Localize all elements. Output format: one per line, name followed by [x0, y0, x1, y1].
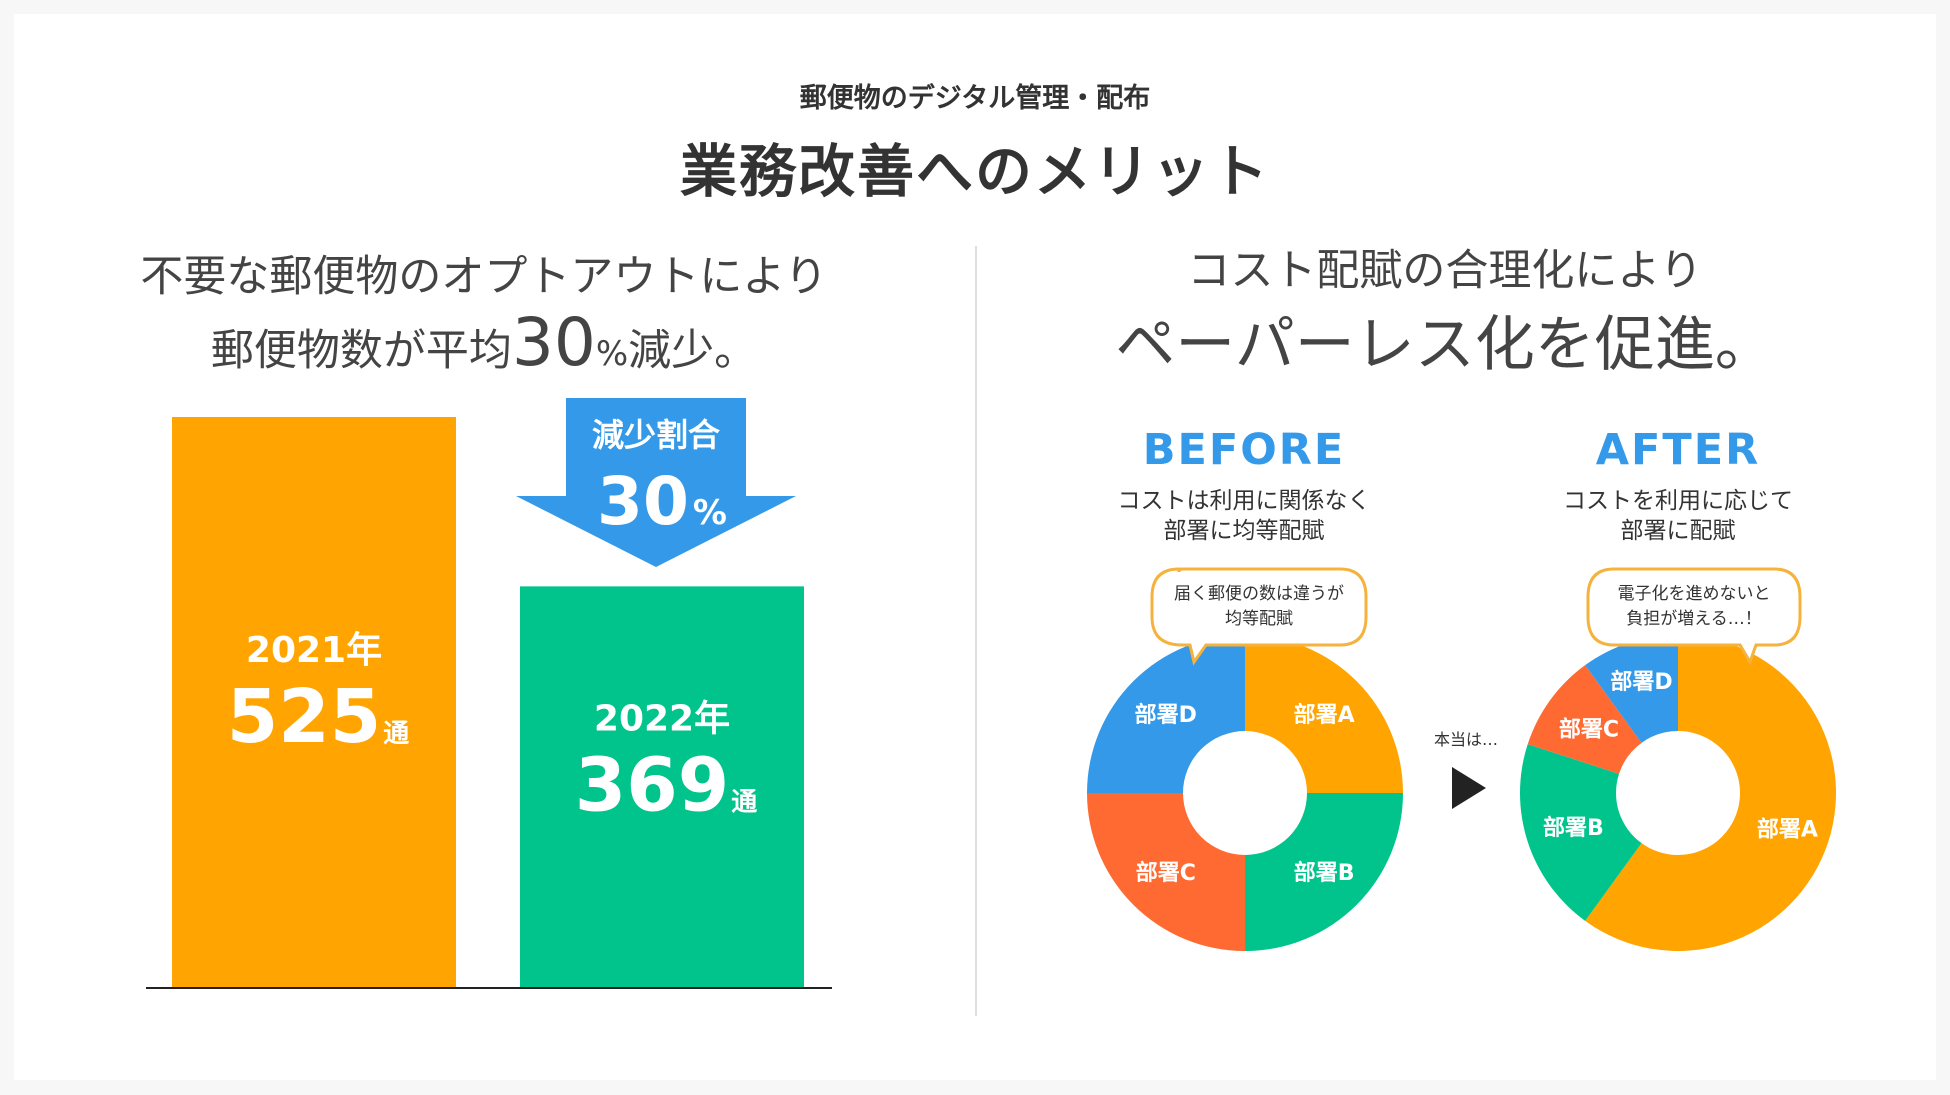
- right-headline-line2: ペーパーレス化を促進。: [1115, 310, 1775, 380]
- donut-slice-label: 部署B: [1543, 815, 1604, 841]
- subtitle: 郵便物のデジタル管理・配布: [799, 83, 1151, 114]
- before-bubble: 届く郵便の数は違うが 均等配賦: [1150, 567, 1368, 666]
- left-headline-number: 30: [511, 304, 596, 381]
- after-bubble: 電子化を進めないと 負担が増える…！: [1586, 567, 1802, 666]
- donut-slice-4: [1087, 635, 1245, 793]
- middle-label: 本当は…: [1434, 730, 1498, 749]
- donut-slice-label: 部署D: [1135, 702, 1197, 728]
- page-title: 業務改善へのメリット: [680, 139, 1270, 205]
- left-headline-prefix: 郵便物数が平均: [210, 326, 512, 376]
- donut-slice-4: [1585, 635, 1678, 743]
- bar-value-label: 369通: [575, 743, 757, 829]
- arrow-value: 30: [597, 463, 689, 540]
- reduction-arrow: 減少割合 30%: [516, 398, 796, 567]
- left-headline-line2: 郵便物数が平均30%減少。: [14, 304, 954, 381]
- bar-category-label: 2022年: [594, 699, 730, 740]
- bar-2: [520, 586, 804, 987]
- donut-slice-1: [1245, 635, 1403, 793]
- donut-slice-3: [1087, 793, 1245, 951]
- after-desc-line2: 部署に配賦: [1621, 518, 1736, 544]
- donut-before: 部署A 部署B 部署C 部署D: [1087, 635, 1403, 951]
- before-bubble-line1: 届く郵便の数は違うが: [1174, 584, 1344, 604]
- before-desc-line2: 部署に均等配賦: [1164, 518, 1325, 544]
- divider: [975, 246, 977, 1016]
- donut-slice-3: [1527, 665, 1642, 774]
- arrow-value-group: 30%: [597, 463, 727, 540]
- left-headline-line1: 不要な郵便物のオプトアウトにより: [140, 252, 828, 302]
- arrow-label: 減少割合: [592, 416, 720, 454]
- before-desc-line1: コストは利用に関係なく: [1118, 488, 1371, 514]
- donut-slice-1: [1585, 635, 1836, 951]
- bar-value: 369: [575, 743, 729, 829]
- donut-slice-2: [1519, 744, 1642, 921]
- left-headline-suffix: 減少。: [628, 326, 758, 376]
- arrow-down-icon: [516, 398, 796, 567]
- donut-slice-label: 部署C: [1136, 860, 1196, 886]
- donut-slice-label: 部署D: [1610, 669, 1672, 695]
- right-headline-line1: コスト配賦の合理化により: [1187, 246, 1703, 296]
- bar-unit: 通: [383, 719, 409, 749]
- play-arrow-icon: [1452, 767, 1486, 809]
- arrow-unit: %: [693, 493, 727, 533]
- donut-after: 部署A 部署B 部署C 部署D: [1519, 635, 1836, 951]
- slide: 郵便物のデジタル管理・配布 業務改善へのメリット 不要な郵便物のオプトアウトによ…: [14, 14, 1936, 1080]
- after-bubble-line1: 電子化を進めないと: [1618, 584, 1771, 604]
- donut-slice-label: 部署B: [1294, 860, 1355, 886]
- after-title: AFTER: [1596, 425, 1760, 475]
- after-bubble-line2: 負担が増える…！: [1626, 609, 1762, 629]
- before-title: BEFORE: [1143, 425, 1346, 475]
- donut-slice-label: 部署C: [1559, 716, 1619, 742]
- before-bubble-line2: 均等配賦: [1225, 609, 1293, 629]
- donut-slice-label: 部署A: [1294, 702, 1355, 728]
- bar-1: [172, 417, 456, 987]
- bar-value: 525: [227, 674, 381, 760]
- left-headline-percent: %: [595, 334, 629, 374]
- donut-slice-label: 部署A: [1757, 817, 1818, 843]
- after-desc-line1: コストを利用に応じて: [1563, 488, 1793, 514]
- donut-slice-2: [1245, 793, 1403, 951]
- bar-unit: 通: [731, 788, 757, 818]
- bar-value-label: 525通: [227, 674, 409, 760]
- bar-category-label: 2021年: [246, 630, 382, 671]
